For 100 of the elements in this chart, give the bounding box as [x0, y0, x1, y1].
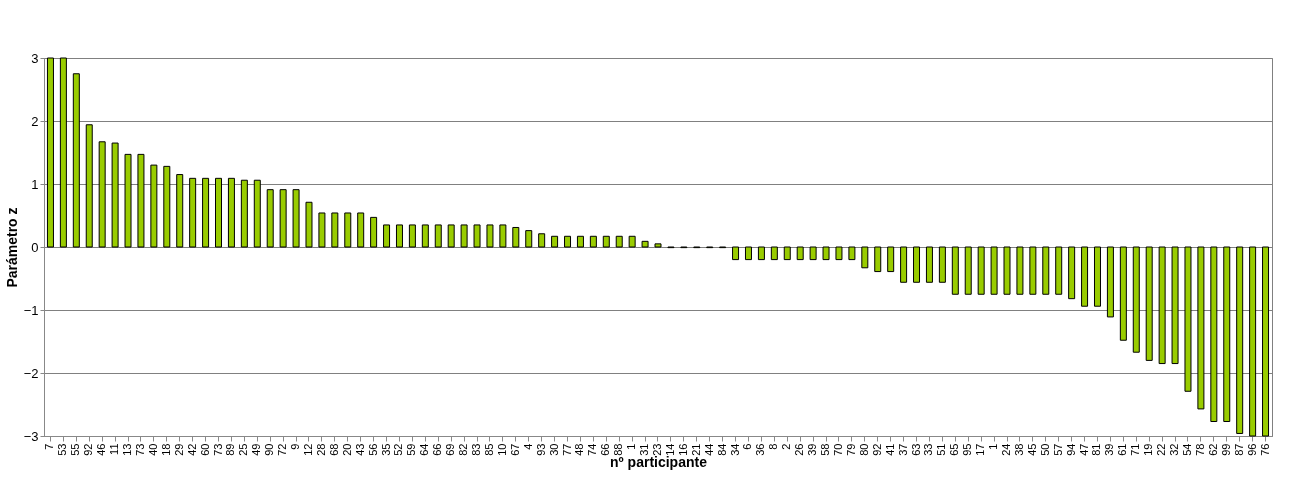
bar [292, 189, 300, 248]
bar [85, 124, 93, 248]
x-tick-label: 99 [1219, 443, 1232, 456]
bar [1184, 246, 1192, 392]
bar [499, 224, 507, 248]
bar [1158, 246, 1166, 365]
bar [189, 177, 197, 248]
x-tick-label: 52 [392, 443, 405, 456]
y-axis-title: Parámetro z [3, 207, 20, 288]
bar [525, 230, 533, 248]
x-tick-label: 73 [133, 443, 146, 456]
x-tick-label: 92 [82, 443, 95, 456]
bar [654, 243, 662, 248]
x-tick-label: 30 [547, 443, 560, 456]
x-tick-label: 25 [237, 443, 250, 456]
bar [1003, 246, 1011, 295]
x-tick-label: 12 [301, 443, 314, 456]
bar [331, 212, 339, 248]
x-tick-label: 78 [1193, 443, 1206, 456]
x-tick-label: 72 [276, 443, 289, 456]
x-tick-label: 23 [651, 443, 663, 456]
x-tick-label: 48 [573, 443, 586, 456]
bar [770, 246, 778, 261]
bar [408, 224, 416, 248]
x-tick-label: 81 [1090, 443, 1103, 456]
x-tick-label: 51 [935, 443, 948, 456]
bar [98, 141, 106, 248]
x-tick-label: 11 [108, 443, 121, 455]
bar [1210, 246, 1218, 423]
x-tick-label: 14 [663, 443, 676, 456]
x-tick-label: 7 [43, 443, 56, 450]
x-tick-label: 96 [1245, 443, 1258, 456]
bar [1223, 246, 1231, 423]
x-tick-label: 40 [146, 443, 159, 456]
bar [913, 246, 921, 283]
x-tick-label: 8 [767, 443, 780, 450]
x-tick-label: 93 [534, 443, 547, 456]
bar [46, 57, 54, 248]
x-tick-label: 89 [224, 443, 237, 456]
x-tick-label: 37 [896, 443, 909, 456]
bar [253, 179, 261, 248]
x-tick-label: 67 [508, 443, 521, 456]
x-tick-label: 24 [1000, 443, 1013, 456]
x-tick-label: 9 [289, 443, 302, 450]
x-tick-label: 80 [857, 443, 870, 456]
x-tick-label: 31 [638, 443, 651, 456]
bar [1081, 246, 1089, 307]
x-tick-label: 44 [702, 443, 715, 456]
x-tick-label: 47 [1077, 443, 1090, 456]
x-tick-label: 74 [586, 443, 599, 456]
bar [551, 235, 559, 248]
bar [809, 246, 817, 261]
bar [964, 246, 972, 295]
bar [473, 224, 481, 248]
x-tick-label: 73 [211, 443, 224, 456]
bar [227, 177, 235, 248]
x-tick-label: 61 [1116, 443, 1129, 456]
bar [370, 216, 378, 248]
bar [163, 165, 171, 248]
bar [383, 224, 391, 248]
x-tick-label: 90 [263, 443, 276, 456]
y-tick-label: −2 [23, 365, 39, 381]
bar [124, 153, 132, 248]
y-tick-label: 1 [31, 176, 39, 192]
bar [176, 174, 184, 248]
bar [538, 233, 546, 248]
x-tick-label: 45 [1025, 443, 1038, 456]
bar [460, 224, 468, 248]
bar [900, 246, 908, 283]
bar [1197, 246, 1205, 410]
x-tick-label: 66 [599, 443, 612, 456]
x-tick-label: 29 [172, 443, 185, 456]
bar [447, 224, 455, 248]
x-tick-label: 87 [1232, 443, 1245, 456]
x-tick-label: 56 [366, 443, 379, 456]
bar [434, 224, 442, 248]
x-tick-label: 58 [819, 443, 832, 456]
x-tick-label: 79 [844, 443, 857, 456]
x-tick-label: 83 [470, 443, 483, 456]
bar [1055, 246, 1063, 295]
bar [990, 246, 998, 295]
bar [305, 201, 313, 248]
bar [215, 177, 223, 248]
x-tick-label: 34 [728, 443, 741, 456]
x-tick-label: 1 [987, 443, 1000, 450]
bar [1042, 246, 1050, 295]
x-tick-label: 46 [95, 443, 108, 456]
x-tick-label: 13 [121, 443, 134, 456]
bar [744, 246, 752, 261]
bar [1132, 246, 1140, 353]
bar [615, 235, 623, 248]
bar [835, 246, 843, 261]
x-tick-label: 41 [883, 443, 896, 456]
x-tick-label: 94 [1064, 443, 1077, 456]
x-tick-label: 54 [1180, 443, 1193, 456]
bar [1119, 246, 1127, 341]
bar [1029, 246, 1037, 295]
bar [874, 246, 882, 273]
x-tick-label: 16 [676, 443, 689, 456]
x-tick-label: 95 [961, 443, 974, 456]
